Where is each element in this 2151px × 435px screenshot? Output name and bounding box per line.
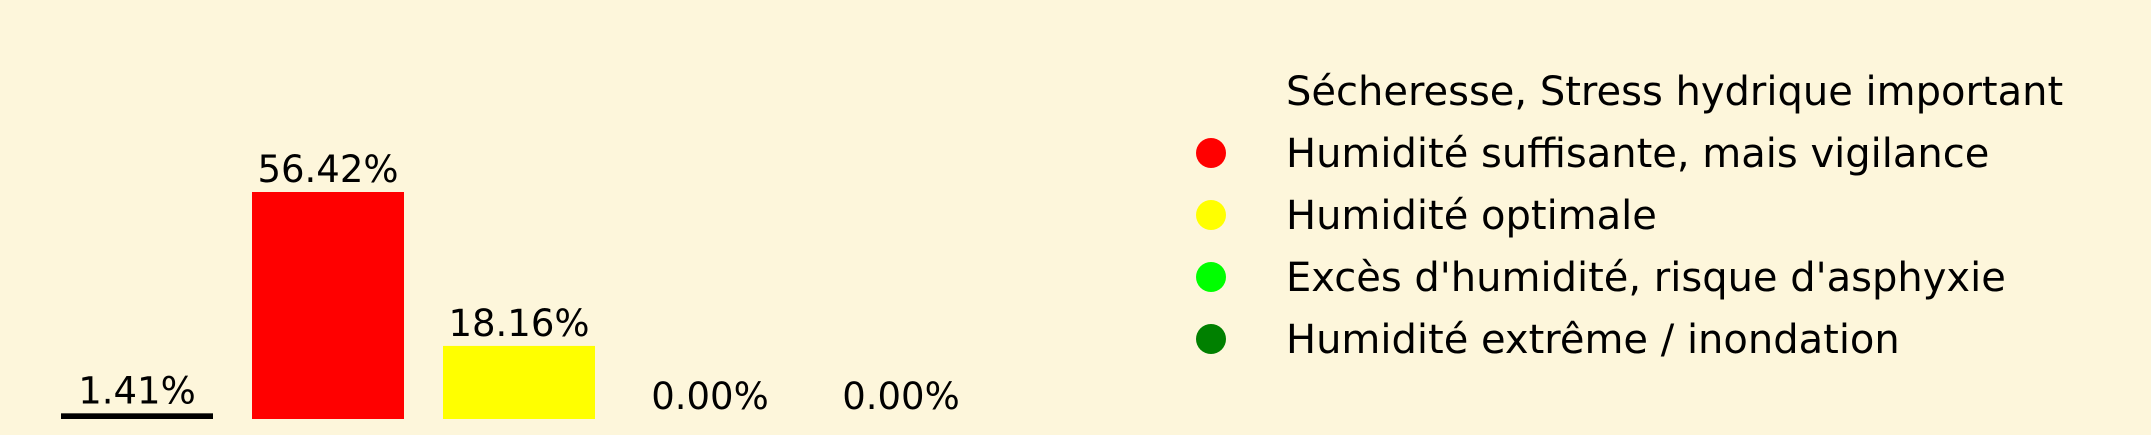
bar-value-label-3: 18.16%: [448, 302, 589, 345]
bar-2: [252, 192, 404, 419]
legend-label-5: Humidité extrême / inondation: [1286, 317, 1900, 363]
legend-marker-3: [1196, 200, 1226, 230]
bar-1: [61, 413, 213, 419]
bar-3: [443, 345, 595, 419]
legend-label-3: Humidité optimale: [1286, 193, 1657, 239]
legend-marker-2: [1196, 138, 1226, 168]
bar-value-label-2: 56.42%: [257, 148, 398, 191]
legend-marker-5: [1196, 324, 1226, 354]
legend-label-4: Excès d'humidité, risque d'asphyxie: [1286, 255, 2006, 301]
legend-label-2: Humidité suffisante, mais vigilance: [1286, 131, 1989, 177]
bar-value-label-1: 1.41%: [78, 369, 196, 412]
legend-marker-4: [1196, 262, 1226, 292]
legend-label-1: Sécheresse, Stress hydrique important: [1286, 69, 2063, 115]
bar-value-labels: 1.41% 56.42% 18.16% 0.00% 0.00%: [78, 148, 960, 418]
legend: Sécheresse, Stress hydrique important Hum…: [1196, 69, 2063, 363]
bar-value-label-5: 0.00%: [842, 375, 960, 418]
bar-value-label-4: 0.00%: [651, 375, 769, 418]
bars-group: [61, 192, 595, 419]
